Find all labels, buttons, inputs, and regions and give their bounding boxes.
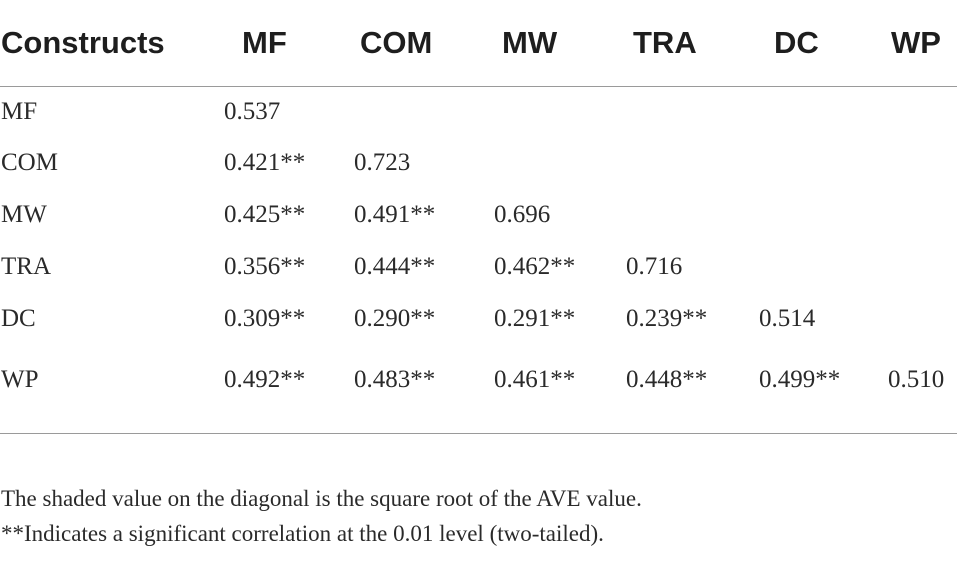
- correlation-table: Constructs MF COM MW TRA DC WP MF 0.537 …: [0, 0, 957, 434]
- table-cell: [888, 137, 957, 189]
- table-cell: 0.696: [494, 201, 551, 228]
- table-cell: 0.421**: [224, 149, 306, 176]
- header-mf: MF: [224, 0, 354, 87]
- row-label: DC: [1, 305, 36, 332]
- table-cell: 0.356**: [224, 253, 306, 280]
- table-cell: 0.462**: [494, 253, 576, 280]
- table-cell: [354, 87, 494, 138]
- table-cell: [759, 189, 888, 241]
- table-cell: [759, 241, 888, 293]
- table-cell: 0.461**: [494, 345, 626, 434]
- table-cell: [626, 189, 759, 241]
- table-cell: 0.510: [888, 345, 957, 434]
- table-cell: 0.239**: [626, 305, 708, 332]
- table-row: MW 0.425** 0.491** 0.696: [0, 189, 957, 241]
- table-row: TRA 0.356** 0.444** 0.462** 0.716: [0, 241, 957, 293]
- table-footnotes: The shaded value on the diagonal is the …: [1, 481, 642, 551]
- table-body: MF 0.537 COM 0.421** 0.723 MW 0.425**: [0, 87, 957, 434]
- table-row: WP 0.492** 0.483** 0.461** 0.448** 0.499…: [0, 345, 957, 434]
- table-cell: 0.290**: [354, 305, 436, 332]
- table-cell: 0.491**: [354, 201, 436, 228]
- row-label: COM: [1, 149, 58, 176]
- header-tra: TRA: [626, 0, 759, 87]
- table-cell: 0.448**: [626, 345, 759, 434]
- header-constructs: Constructs: [0, 0, 224, 87]
- table-cell: 0.723: [354, 149, 411, 176]
- footnote-significance: **Indicates a significant correlation at…: [1, 521, 604, 546]
- header-wp: WP: [888, 0, 957, 87]
- footnote-diagonal: The shaded value on the diagonal is the …: [1, 486, 642, 511]
- table-cell: [759, 87, 888, 138]
- header-mw: MW: [494, 0, 626, 87]
- table-cell: 0.514: [759, 305, 816, 332]
- table-cell: [626, 137, 759, 189]
- table-cell: 0.716: [626, 253, 683, 280]
- table-row: DC 0.309** 0.290** 0.291** 0.239** 0.514: [0, 293, 957, 345]
- row-label: MW: [1, 201, 47, 228]
- table-cell: 0.492**: [224, 345, 354, 434]
- row-label: WP: [0, 345, 224, 434]
- table-cell: [888, 241, 957, 293]
- table-row: COM 0.421** 0.723: [0, 137, 957, 189]
- table-header: Constructs MF COM MW TRA DC WP: [0, 0, 957, 87]
- row-label: TRA: [1, 253, 51, 280]
- table-cell: 0.499**: [759, 345, 888, 434]
- correlation-table-container: Constructs MF COM MW TRA DC WP MF 0.537 …: [0, 0, 957, 434]
- table-cell: [494, 137, 626, 189]
- table-cell: 0.444**: [354, 253, 436, 280]
- header-row: Constructs MF COM MW TRA DC WP: [0, 0, 957, 87]
- table-cell: 0.537: [224, 98, 281, 125]
- table-cell: 0.483**: [354, 345, 494, 434]
- table-cell: [494, 87, 626, 138]
- table-cell: [888, 189, 957, 241]
- header-com: COM: [354, 0, 494, 87]
- table-cell: 0.425**: [224, 201, 306, 228]
- table-cell: [759, 137, 888, 189]
- table-cell: [626, 87, 759, 138]
- table-cell: [888, 87, 957, 138]
- header-dc: DC: [759, 0, 888, 87]
- table-cell: [888, 293, 957, 345]
- table-cell: 0.291**: [494, 305, 576, 332]
- table-cell: 0.309**: [224, 305, 306, 332]
- row-label: MF: [1, 98, 38, 125]
- table-row: MF 0.537: [0, 87, 957, 138]
